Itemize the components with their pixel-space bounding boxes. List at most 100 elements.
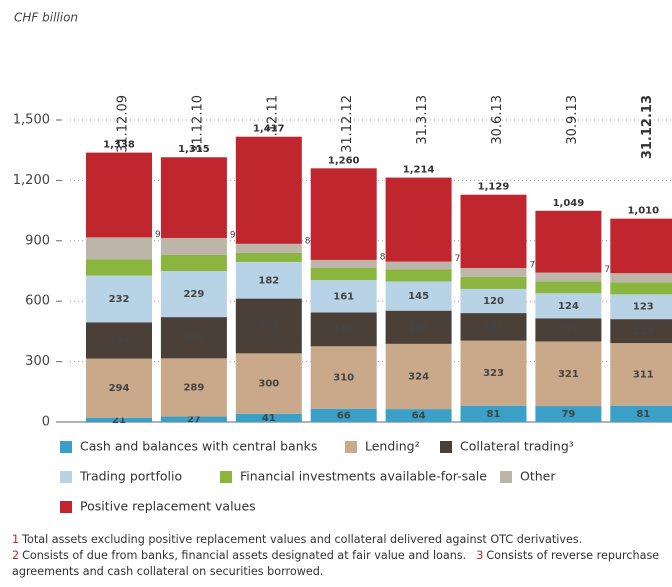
footnote-text: Consists of reverse repurchase agreement… [12, 549, 660, 578]
legend-swatch [500, 471, 512, 483]
x-tick-label: 30.9.13 [565, 95, 580, 145]
data-label: 124 [558, 301, 579, 312]
data-label: 165 [408, 322, 429, 333]
data-label: 161 [333, 291, 354, 302]
bar-segment [160, 271, 227, 318]
y-tick-label: 1,200 [13, 173, 50, 188]
bar-segment [160, 237, 227, 255]
bar-segment [460, 340, 527, 406]
data-label: 182 [258, 275, 279, 286]
data-label: 27 [187, 414, 201, 425]
legend-swatch [440, 441, 452, 453]
data-label: 324 [408, 371, 429, 382]
bar-segment [460, 288, 527, 314]
legend-label: Positive replacement values [80, 499, 256, 514]
data-label: 323 [483, 368, 504, 379]
data-label: 300 [258, 379, 279, 390]
x-tick-label: 31.12.13 [640, 95, 655, 159]
bar-segment [235, 136, 302, 244]
footnote-marker: 2 [12, 549, 20, 562]
bar-segment [460, 194, 527, 268]
legend-label: Trading portfolio [79, 469, 182, 484]
y-tick-label: 600 [25, 294, 50, 309]
bar-segment [86, 237, 152, 260]
legend-swatch [220, 471, 232, 483]
data-label: 115 [558, 325, 579, 336]
data-label: 81 [636, 409, 650, 420]
legend-swatch [60, 441, 72, 453]
data-label: 137 [483, 322, 504, 333]
bar-segment [310, 259, 377, 268]
x-tick-label: 31.12.10 [190, 95, 205, 153]
bar-segment [385, 269, 452, 282]
bar-segment [460, 276, 527, 289]
bar-segment [235, 298, 302, 354]
legend-label: Lending² [365, 439, 420, 454]
bar-segment [310, 280, 377, 313]
legend-swatch [60, 501, 72, 513]
bar-segment [385, 281, 452, 311]
bar-segment [235, 252, 302, 262]
data-label: 294 [109, 383, 130, 394]
total-label: 1,260 [328, 155, 360, 166]
bar-segment [310, 267, 377, 281]
total-label: 1,129 [478, 182, 510, 193]
legend-label: Financial investments available-for-sale [240, 469, 487, 484]
total-label: 1,049 [553, 198, 585, 209]
bar-segment [310, 312, 377, 347]
x-tick-label: 31.12.12 [340, 95, 355, 153]
bar-segment [460, 405, 527, 422]
bar-segment [86, 152, 152, 238]
bar-segment [86, 322, 152, 359]
legend-label: Collateral trading³ [460, 439, 574, 454]
legend-label: Other [520, 469, 556, 484]
bar-segment [535, 272, 602, 282]
total-label: 1,214 [403, 165, 435, 176]
y-tick-label: 0 [42, 415, 50, 430]
bar-segment [535, 341, 602, 407]
bar-segment [610, 405, 672, 422]
data-label: 79 [561, 409, 575, 420]
footnote: 2 Consists of due from banks, financial a… [12, 548, 667, 580]
data-label: 232 [109, 294, 130, 305]
data-label: 321 [558, 369, 579, 380]
bar-segment [160, 317, 227, 359]
bar-segment [610, 218, 672, 274]
footnote-marker: 1 [12, 533, 20, 546]
data-label: 123 [633, 302, 654, 313]
bar-segment [385, 310, 452, 344]
y-axis-label: CHF billion [14, 11, 78, 25]
data-label: 81 [487, 409, 501, 420]
data-label: 120 [483, 296, 504, 307]
bar-segment [385, 261, 452, 270]
x-tick-label: 31.12.09 [116, 95, 131, 153]
bar-segment [86, 358, 152, 418]
data-label: 145 [408, 291, 429, 302]
bar-segment [385, 409, 452, 422]
bar-segment [235, 243, 302, 253]
footnote-text: Consists of due from banks, financial as… [22, 549, 467, 562]
bar-segment [535, 210, 602, 273]
data-label: 66 [337, 410, 351, 421]
bar-segment [610, 294, 672, 320]
bar-segment [310, 168, 377, 260]
bar-segment [160, 358, 227, 417]
data-label: 289 [183, 382, 204, 393]
bar-segment [535, 406, 602, 422]
bar-segment [610, 282, 672, 295]
bar-segment [610, 319, 672, 344]
data-label: 310 [333, 373, 354, 384]
data-label: 205 [183, 333, 204, 344]
legend-swatch [60, 471, 72, 483]
data-label: 64 [412, 411, 426, 422]
bar-segment [535, 293, 602, 319]
bar-segment [86, 259, 152, 276]
bar-segment [610, 343, 672, 406]
data-label: 180 [109, 335, 130, 346]
data-label: 311 [633, 369, 654, 380]
total-label: 1,338 [103, 140, 135, 151]
data-label: 272 [258, 321, 279, 332]
footnote: 1 Total assets excluding positive replace… [12, 532, 667, 548]
data-label: 41 [262, 413, 276, 424]
bar-segment [160, 254, 227, 271]
